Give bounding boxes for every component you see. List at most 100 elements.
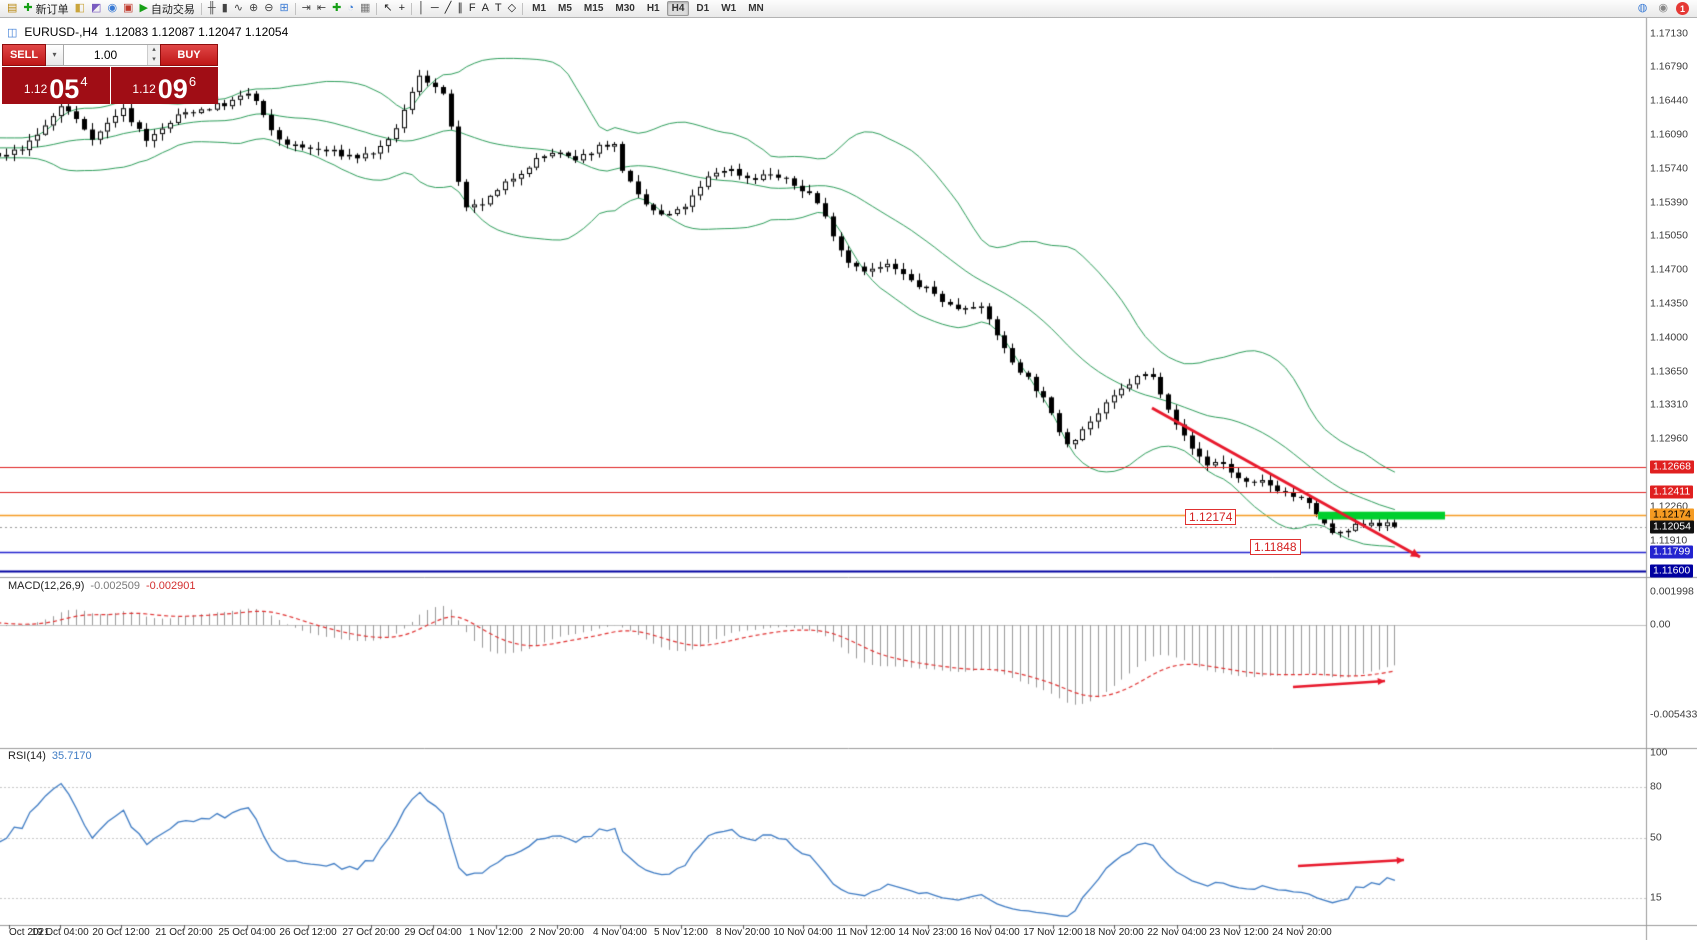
timeframe-m1-button[interactable]: M1 xyxy=(532,3,547,14)
new-order-icon: ✚ xyxy=(23,2,33,14)
volume-spinner: ▴ ▾ xyxy=(147,45,160,65)
macd-axis-label: 0.00 xyxy=(1650,618,1671,631)
buy-price-big: 09 xyxy=(157,74,188,105)
vertical-line-icon: │ xyxy=(418,2,425,14)
buy-price-prefix: 1.12 xyxy=(132,82,156,96)
time-axis-label: 19 Oct 04:00 xyxy=(31,927,89,938)
line-chart-button[interactable]: ∿ xyxy=(231,1,246,17)
navigator-icon: ◉ xyxy=(107,2,118,14)
rsi-indicator-label: RSI(14) 35.7170 xyxy=(8,750,92,762)
alerts-button[interactable]: ◉ xyxy=(1655,1,1671,17)
buy-button[interactable]: BUY xyxy=(160,44,218,66)
market-watch-button[interactable]: ◧ xyxy=(72,1,88,17)
sell-price-pip: 4 xyxy=(80,74,88,89)
sell-button[interactable]: SELL xyxy=(2,44,46,66)
timeframe-m5-button[interactable]: M5 xyxy=(558,3,572,14)
price-axis-label: 1.16090 xyxy=(1650,128,1688,141)
equidistant-channel-button[interactable]: ∥ xyxy=(454,1,466,17)
volume-down-button[interactable]: ▾ xyxy=(148,55,160,65)
price-line-label[interactable]: 1.12054 xyxy=(1650,520,1694,534)
volume-dropdown[interactable]: ▾ xyxy=(46,44,64,66)
tile-windows-button[interactable]: ⊞ xyxy=(276,1,291,17)
volume-up-button[interactable]: ▴ xyxy=(148,45,160,55)
chart-shift-button[interactable]: ⇤ xyxy=(314,1,329,17)
timeframe-w1-button[interactable]: W1 xyxy=(721,3,737,14)
zoom-in-icon: ⊕ xyxy=(249,2,259,14)
buy-price-display[interactable]: 1.12 09 6 xyxy=(110,67,218,105)
terminal-button[interactable]: ▣ xyxy=(120,1,136,17)
price-axis-label: 1.16440 xyxy=(1650,94,1688,107)
text-button[interactable]: A xyxy=(479,1,492,17)
candlestick-chart-icon: ▮ xyxy=(221,2,228,14)
cursor-button[interactable]: ↖ xyxy=(380,1,395,17)
time-axis-label: 27 Oct 20:00 xyxy=(342,927,400,938)
timeframe-m15-button[interactable]: M15 xyxy=(583,3,604,14)
alerts-icon: ◉ xyxy=(1658,2,1668,14)
trend-line-button[interactable]: ╱ xyxy=(442,1,455,17)
price-line-label[interactable]: 1.12668 xyxy=(1650,460,1694,474)
trend-line-icon: ╱ xyxy=(444,2,452,14)
periods-button[interactable]: ◔ xyxy=(344,1,357,17)
chart-symbol-icon: ◫ xyxy=(7,26,18,39)
price-line-label[interactable]: 1.11600 xyxy=(1650,564,1694,578)
price-chart-canvas[interactable] xyxy=(0,18,1697,940)
price-line-label[interactable]: 1.12411 xyxy=(1650,485,1694,499)
rsi-axis-label: 15 xyxy=(1650,891,1662,903)
timeframe-d1-button[interactable]: D1 xyxy=(696,3,710,14)
time-axis-label: 29 Oct 04:00 xyxy=(404,927,462,938)
sell-price-display[interactable]: 1.12 05 4 xyxy=(2,67,110,104)
time-axis-label: 4 Nov 04:00 xyxy=(593,927,647,938)
zoom-out-button[interactable]: ⊖ xyxy=(261,1,276,17)
price-line-label[interactable]: 1.12174 xyxy=(1650,508,1694,522)
time-axis-label: 22 Nov 04:00 xyxy=(1147,927,1207,938)
shapes-button[interactable]: ◇ xyxy=(505,1,519,17)
fibonacci-button[interactable]: F xyxy=(466,1,479,17)
time-axis-label: 17 Nov 12:00 xyxy=(1023,927,1083,938)
fibonacci-icon: F xyxy=(468,2,476,14)
auto-scroll-button[interactable]: ⇥ xyxy=(299,1,314,17)
rsi-axis-label: 100 xyxy=(1650,746,1668,759)
autotrade-button[interactable]: ▶ 自动交易 xyxy=(136,1,197,17)
save-template-button[interactable]: ▦ xyxy=(357,1,373,17)
notification-badge[interactable]: 1 xyxy=(1676,2,1689,15)
timeframe-h4-button[interactable]: H4 xyxy=(666,1,690,16)
horizontal-line-button[interactable]: ─ xyxy=(428,1,442,17)
time-axis-label: 5 Nov 12:00 xyxy=(654,927,708,938)
candlestick-chart-button[interactable]: ▮ xyxy=(219,1,231,17)
toolbar-separator xyxy=(522,2,524,15)
new-order-label: 新订单 xyxy=(35,3,69,16)
chart-type-button[interactable]: ▤ xyxy=(4,1,20,17)
text-label-button[interactable]: T xyxy=(492,1,505,17)
price-tag-label[interactable]: 1.12174 xyxy=(1185,509,1237,525)
toolbar-icon-group: ▤ ✚ 新订单 ◧ ◩ ◉ ▣ ▶ 自动交易 ╫ ▮ ∿ ⊕ ⊖ ⊞ ⇥ ⇤ ✚ ◔ ▦ ↖ + │ ─ ╱ ∥ F A T ◇ xyxy=(4,0,526,17)
price-tag-label[interactable]: 1.11848 xyxy=(1250,539,1301,555)
chart-title: ◫ EURUSD-,H4 1.12083 1.12087 1.12047 1.1… xyxy=(7,25,288,39)
volume-input-wrap: ▴ ▾ xyxy=(64,44,160,66)
navigator-button[interactable]: ◉ xyxy=(104,1,120,17)
timeframe-mn-button[interactable]: MN xyxy=(748,3,764,14)
time-axis-label: 26 Oct 12:00 xyxy=(279,927,337,938)
zoom-in-button[interactable]: ⊕ xyxy=(246,1,261,17)
autotrade-icon: ▶ xyxy=(139,2,148,14)
quotes-icon: ◍ xyxy=(1637,2,1648,14)
data-window-icon: ◩ xyxy=(91,2,102,14)
price-axis-label: 1.15390 xyxy=(1650,196,1688,209)
volume-input[interactable] xyxy=(64,45,147,65)
time-axis-label: 10 Nov 04:00 xyxy=(773,927,833,938)
data-window-button[interactable]: ◩ xyxy=(88,1,104,17)
periods-icon: ◔ xyxy=(347,2,354,14)
price-line-label[interactable]: 1.11799 xyxy=(1650,545,1694,559)
toolbar-separator xyxy=(376,2,378,15)
timeframe-h1-button[interactable]: H1 xyxy=(646,3,660,14)
price-axis-label: 1.15050 xyxy=(1650,229,1688,242)
timeframe-m30-button[interactable]: M30 xyxy=(615,3,635,14)
toolbar-separator xyxy=(294,2,296,15)
quotes-button[interactable]: ◍ xyxy=(1635,1,1651,17)
crosshair-button[interactable]: + xyxy=(396,1,408,17)
new-order-button[interactable]: ✚ 新订单 xyxy=(20,1,71,17)
vertical-line-button[interactable]: │ xyxy=(415,1,428,17)
time-axis-label: 25 Oct 04:00 xyxy=(218,927,276,938)
add-indicator-button[interactable]: ✚ xyxy=(329,1,344,17)
bar-chart-button[interactable]: ╫ xyxy=(205,1,219,17)
time-axis-label: 2 Nov 20:00 xyxy=(530,927,584,938)
